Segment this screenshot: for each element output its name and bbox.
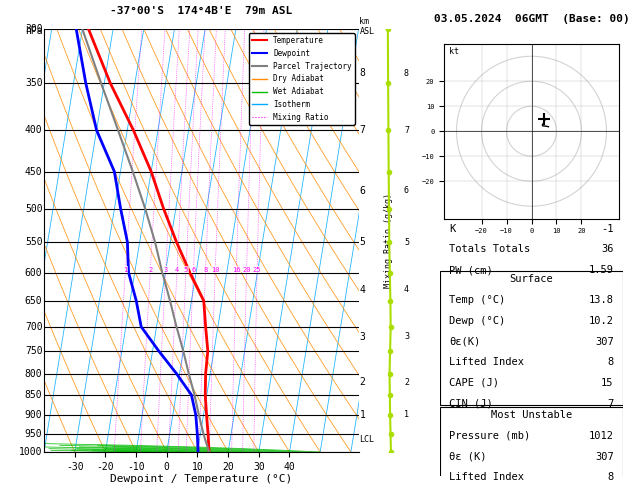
Text: 36: 36 [601, 244, 614, 254]
Text: 16: 16 [232, 267, 240, 273]
Text: 2: 2 [404, 378, 409, 387]
Text: 8: 8 [404, 69, 409, 78]
Text: 3: 3 [164, 267, 168, 273]
Text: CIN (J): CIN (J) [450, 399, 493, 409]
Text: 7: 7 [608, 399, 614, 409]
Text: 550: 550 [25, 237, 43, 247]
Text: 1: 1 [359, 410, 365, 420]
Text: 1012: 1012 [589, 431, 614, 441]
Text: 25: 25 [253, 267, 261, 273]
Text: 1000: 1000 [19, 447, 43, 457]
Text: 1: 1 [123, 267, 128, 273]
Text: 700: 700 [25, 322, 43, 332]
X-axis label: Dewpoint / Temperature (°C): Dewpoint / Temperature (°C) [110, 474, 292, 485]
Text: Lifted Index: Lifted Index [450, 472, 525, 482]
Text: CAPE (J): CAPE (J) [450, 378, 499, 388]
Text: 4: 4 [175, 267, 179, 273]
Text: 8: 8 [359, 68, 365, 78]
Text: 6: 6 [359, 186, 365, 195]
Text: kt: kt [449, 47, 459, 56]
Text: 8: 8 [608, 472, 614, 482]
Text: 8: 8 [608, 357, 614, 367]
Text: Pressure (mb): Pressure (mb) [450, 431, 531, 441]
Text: 1: 1 [404, 411, 409, 419]
Text: 600: 600 [25, 268, 43, 278]
Text: 850: 850 [25, 390, 43, 400]
Text: 900: 900 [25, 410, 43, 420]
Text: 03.05.2024  06GMT  (Base: 00): 03.05.2024 06GMT (Base: 00) [433, 15, 629, 24]
Text: Temp (°C): Temp (°C) [450, 295, 506, 305]
Text: 750: 750 [25, 346, 43, 356]
Text: -37°00'S  174°4B'E  79m ASL: -37°00'S 174°4B'E 79m ASL [110, 6, 292, 17]
Text: 10.2: 10.2 [589, 316, 614, 326]
Text: 307: 307 [595, 336, 614, 347]
Text: 3: 3 [404, 332, 409, 341]
Text: 307: 307 [595, 451, 614, 462]
Bar [440, 271, 623, 405]
Text: 15: 15 [601, 378, 614, 388]
Text: 950: 950 [25, 429, 43, 439]
Text: 400: 400 [25, 125, 43, 135]
Text: 5: 5 [404, 238, 409, 246]
Text: Dewp (°C): Dewp (°C) [450, 316, 506, 326]
Text: 350: 350 [25, 78, 43, 88]
Text: 2: 2 [359, 377, 365, 387]
Text: 8: 8 [204, 267, 208, 273]
Text: 13.8: 13.8 [589, 295, 614, 305]
Text: 4: 4 [404, 285, 409, 294]
Text: 1.59: 1.59 [589, 265, 614, 275]
Text: 7: 7 [359, 125, 365, 135]
Text: 300: 300 [25, 24, 43, 34]
Text: 800: 800 [25, 368, 43, 379]
Text: 7: 7 [404, 126, 409, 135]
Text: hPa: hPa [25, 26, 43, 36]
Legend: Temperature, Dewpoint, Parcel Trajectory, Dry Adiabat, Wet Adiabat, Isotherm, Mi: Temperature, Dewpoint, Parcel Trajectory… [248, 33, 355, 125]
Text: Lifted Index: Lifted Index [450, 357, 525, 367]
Text: 6: 6 [404, 186, 409, 195]
Text: 650: 650 [25, 295, 43, 306]
Text: Totals Totals: Totals Totals [450, 244, 531, 254]
Text: PW (cm): PW (cm) [450, 265, 493, 275]
Text: 500: 500 [25, 204, 43, 213]
Text: 3: 3 [359, 331, 365, 342]
Text: km
ASL: km ASL [359, 17, 374, 36]
Text: LCL: LCL [359, 435, 374, 444]
Text: -1: -1 [601, 224, 614, 234]
Text: 5: 5 [359, 237, 365, 247]
Text: 20: 20 [242, 267, 251, 273]
Text: 6: 6 [191, 267, 196, 273]
Text: K: K [450, 224, 455, 234]
Text: Mixing Ratio (g/kg): Mixing Ratio (g/kg) [384, 193, 393, 288]
Text: 450: 450 [25, 167, 43, 176]
Text: θε(K): θε(K) [450, 336, 481, 347]
Text: 10: 10 [211, 267, 220, 273]
Text: 4: 4 [359, 285, 365, 295]
Text: Surface: Surface [509, 274, 554, 284]
Text: θε (K): θε (K) [450, 451, 487, 462]
Text: Most Unstable: Most Unstable [491, 410, 572, 420]
Text: 5: 5 [184, 267, 188, 273]
Bar [440, 407, 623, 486]
Text: 2: 2 [148, 267, 152, 273]
